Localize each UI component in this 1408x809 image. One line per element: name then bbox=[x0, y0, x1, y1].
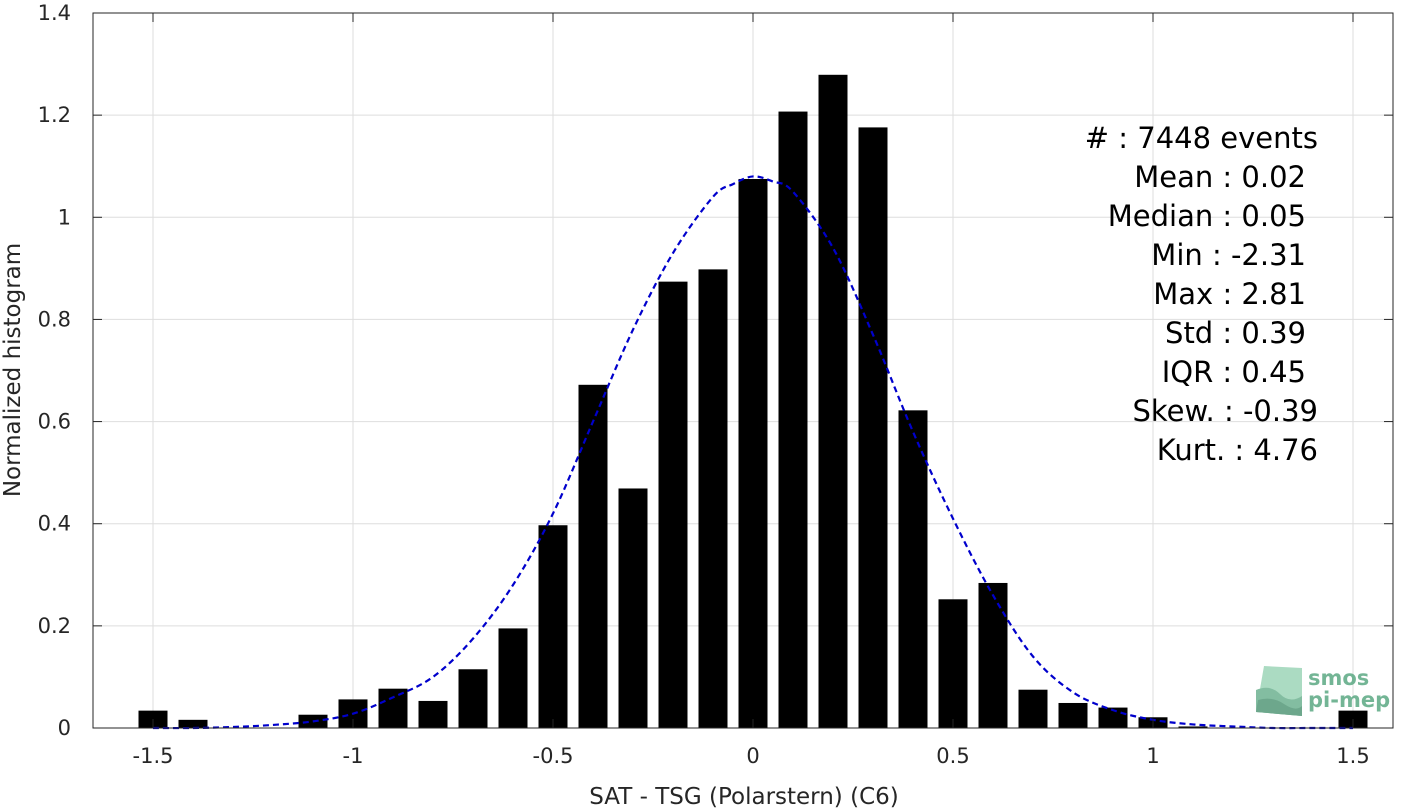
histogram-bar bbox=[1178, 726, 1208, 728]
logo-text-pi-mep: pi-mep bbox=[1308, 688, 1390, 712]
histogram-bar bbox=[418, 700, 448, 728]
axes-frame bbox=[92, 12, 1394, 729]
stat-skew: Skew. : -0.39 bbox=[1132, 394, 1318, 428]
logo-mark-icon bbox=[1256, 666, 1302, 716]
stat-max: Max : 2.81 bbox=[1153, 277, 1306, 311]
histogram-bar bbox=[178, 719, 208, 728]
smos-pi-mep-logo: smos pi-mep bbox=[1256, 666, 1390, 716]
stat-events: # : 7448 events bbox=[1085, 121, 1318, 155]
histogram-bar bbox=[858, 127, 888, 728]
histogram-bar bbox=[1098, 707, 1128, 728]
y-axis-label: Normalized histogram bbox=[0, 243, 26, 497]
x-tick-label: -1 bbox=[343, 744, 364, 768]
stat-std: Std : 0.39 bbox=[1165, 316, 1306, 350]
x-tick-label: -1.5 bbox=[133, 744, 174, 768]
y-tick-label: 1.4 bbox=[38, 1, 71, 25]
y-tick-label: 0.6 bbox=[38, 410, 71, 434]
histogram-bar bbox=[978, 582, 1008, 728]
y-tick-label: 1.2 bbox=[38, 103, 71, 127]
histogram-bars bbox=[138, 74, 1368, 728]
stat-min: Min : -2.31 bbox=[1151, 238, 1306, 272]
histogram-bar bbox=[458, 669, 488, 728]
axis-tick-labels: -1.5 -1 -0.5 0 0.5 1 1.5 0 0.2 0.4 0.6 0.8 1 1.2 1.4 bbox=[38, 1, 1370, 768]
histogram-bar bbox=[378, 688, 408, 728]
histogram-bar bbox=[898, 410, 928, 728]
histogram-bar bbox=[778, 111, 808, 728]
y-tick-label: 0.4 bbox=[38, 512, 71, 536]
x-tick-label: -0.5 bbox=[533, 744, 574, 768]
y-tick-label: 0.8 bbox=[38, 307, 71, 331]
histogram-bar bbox=[658, 281, 688, 728]
histogram-bar bbox=[698, 269, 728, 728]
x-tick-label: 1.5 bbox=[1336, 744, 1369, 768]
histogram-bar bbox=[1058, 702, 1088, 728]
stat-mean: Mean : 0.02 bbox=[1134, 160, 1306, 194]
y-tick-label: 1 bbox=[58, 205, 71, 229]
stat-kurt: Kurt. : 4.76 bbox=[1157, 433, 1318, 467]
x-tick-label: 0.5 bbox=[936, 744, 969, 768]
histogram-bar bbox=[618, 488, 648, 728]
histogram-bar bbox=[538, 525, 568, 728]
histogram-bar bbox=[578, 384, 608, 728]
logo-text-smos: smos bbox=[1308, 666, 1369, 690]
y-tick-label: 0.2 bbox=[38, 614, 71, 638]
axis-ticks bbox=[93, 12, 1393, 729]
histogram-bar bbox=[938, 599, 968, 728]
gaussian-fit-curve bbox=[152, 175, 1354, 730]
x-tick-label: 1 bbox=[1146, 744, 1159, 768]
statistics-annotation: # : 7448 events Mean : 0.02 Median : 0.0… bbox=[1085, 121, 1318, 467]
histogram-bar bbox=[818, 74, 848, 728]
histogram-bar bbox=[738, 178, 768, 728]
histogram-bar bbox=[1018, 689, 1048, 728]
stat-median: Median : 0.05 bbox=[1108, 199, 1306, 233]
stat-iqr: IQR : 0.45 bbox=[1162, 355, 1306, 389]
x-tick-label: 0 bbox=[746, 744, 759, 768]
y-tick-label: 0 bbox=[58, 716, 71, 740]
histogram-bar bbox=[498, 628, 528, 728]
x-axis-label: SAT - TSG (Polarstern) (C6) bbox=[589, 784, 898, 809]
